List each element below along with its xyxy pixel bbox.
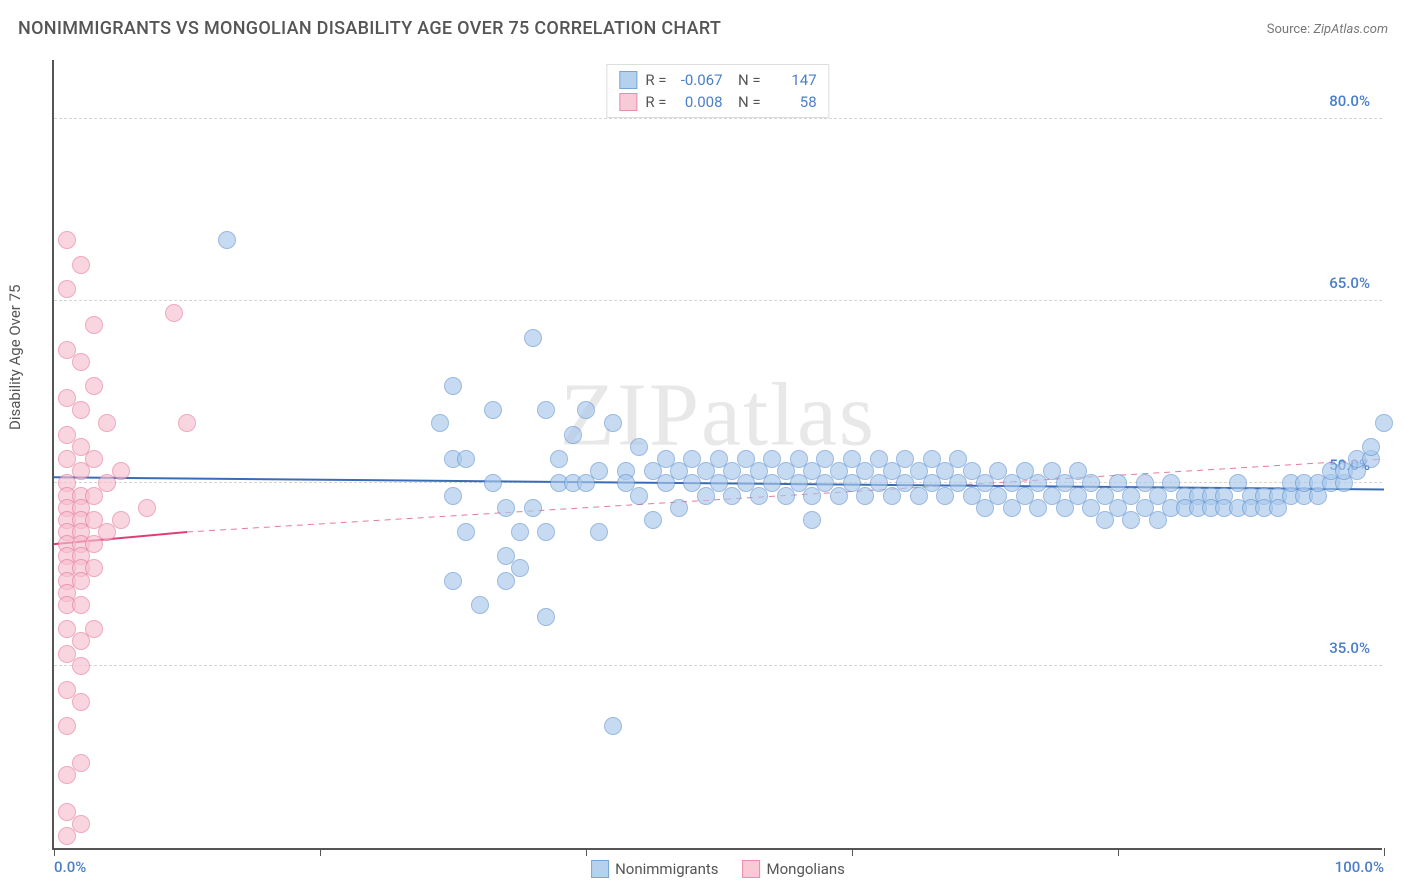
gridline <box>54 118 1382 119</box>
scatter-point-nonimmigrants <box>457 450 475 468</box>
scatter-point-nonimmigrants <box>1362 438 1380 456</box>
stats-r-value: -0.067 <box>675 71 723 89</box>
swatch-mongolians <box>619 93 637 111</box>
scatter-point-mongolians <box>72 596 90 614</box>
legend-label: Nonimmigrants <box>615 860 718 878</box>
xtick-label: 100.0% <box>1335 858 1384 876</box>
stats-r-label: R = <box>645 93 666 111</box>
xtick <box>1384 848 1385 856</box>
scatter-point-nonimmigrants <box>1375 414 1393 432</box>
scatter-point-nonimmigrants <box>431 414 449 432</box>
stats-r-value: 0.008 <box>675 93 723 111</box>
scatter-point-nonimmigrants <box>537 401 555 419</box>
legend-label: Mongolians <box>767 860 845 878</box>
scatter-point-nonimmigrants <box>564 426 582 444</box>
scatter-point-mongolians <box>72 401 90 419</box>
xtick <box>54 848 55 856</box>
scatter-point-mongolians <box>85 450 103 468</box>
legend-item-nonimmigrants: Nonimmigrants <box>591 860 718 878</box>
stats-row-mongolians: R = 0.008 N = 58 <box>619 91 816 113</box>
xtick <box>586 848 587 856</box>
scatter-point-nonimmigrants <box>218 231 236 249</box>
scatter-point-mongolians <box>85 377 103 395</box>
chart-title: NONIMMIGRANTS VS MONGOLIAN DISABILITY AG… <box>18 18 721 39</box>
stats-n-value: 147 <box>769 71 817 89</box>
scatter-point-mongolians <box>85 620 103 638</box>
scatter-point-mongolians <box>72 353 90 371</box>
scatter-point-nonimmigrants <box>590 523 608 541</box>
scatter-point-nonimmigrants <box>444 487 462 505</box>
stats-n-value: 58 <box>769 93 817 111</box>
scatter-point-nonimmigrants <box>444 377 462 395</box>
scatter-point-nonimmigrants <box>630 487 648 505</box>
scatter-point-mongolians <box>85 316 103 334</box>
scatter-point-mongolians <box>58 717 76 735</box>
scatter-point-nonimmigrants <box>471 596 489 614</box>
scatter-plot-area: ZIPatlas R = -0.067 N = 147 R = 0.008 N … <box>52 60 1382 850</box>
source-label: Source: <box>1267 22 1310 37</box>
scatter-point-mongolians <box>72 657 90 675</box>
xtick-label: 0.0% <box>54 858 86 876</box>
scatter-point-mongolians <box>58 280 76 298</box>
scatter-point-nonimmigrants <box>590 462 608 480</box>
ytick-label: 65.0% <box>1329 274 1370 292</box>
scatter-point-mongolians <box>165 304 183 322</box>
stats-r-label: R = <box>645 71 666 89</box>
scatter-point-nonimmigrants <box>604 414 622 432</box>
scatter-point-mongolians <box>112 462 130 480</box>
scatter-point-nonimmigrants <box>511 559 529 577</box>
xtick <box>1118 848 1119 856</box>
scatter-point-nonimmigrants <box>604 717 622 735</box>
gridline <box>54 665 1382 666</box>
gridline <box>54 300 1382 301</box>
scatter-point-nonimmigrants <box>550 450 568 468</box>
scatter-point-nonimmigrants <box>630 438 648 456</box>
stats-n-label: N = <box>731 71 761 89</box>
scatter-point-mongolians <box>72 815 90 833</box>
correlation-stats-box: R = -0.067 N = 147 R = 0.008 N = 58 <box>606 64 829 118</box>
scatter-point-nonimmigrants <box>670 499 688 517</box>
scatter-point-mongolians <box>58 231 76 249</box>
swatch-nonimmigrants <box>591 860 609 878</box>
legend-item-mongolians: Mongolians <box>743 860 845 878</box>
source-attribution: Source: ZipAtlas.com <box>1267 22 1388 37</box>
scatter-point-mongolians <box>72 256 90 274</box>
scatter-point-mongolians <box>112 511 130 529</box>
scatter-point-nonimmigrants <box>484 401 502 419</box>
swatch-nonimmigrants <box>619 71 637 89</box>
scatter-point-mongolians <box>178 414 196 432</box>
scatter-point-nonimmigrants <box>537 608 555 626</box>
scatter-point-mongolians <box>98 414 116 432</box>
bottom-legend: Nonimmigrants Mongolians <box>591 860 845 878</box>
scatter-point-nonimmigrants <box>457 523 475 541</box>
scatter-point-nonimmigrants <box>444 572 462 590</box>
source-value: ZipAtlas.com <box>1313 22 1388 37</box>
ytick-label: 80.0% <box>1329 92 1370 110</box>
stats-n-label: N = <box>731 93 761 111</box>
scatter-point-nonimmigrants <box>537 523 555 541</box>
scatter-point-mongolians <box>138 499 156 517</box>
swatch-mongolians <box>743 860 761 878</box>
scatter-point-nonimmigrants <box>524 329 542 347</box>
scatter-point-nonimmigrants <box>803 511 821 529</box>
scatter-point-nonimmigrants <box>577 401 595 419</box>
stats-row-nonimmigrants: R = -0.067 N = 147 <box>619 69 816 91</box>
y-axis-label: Disability Age Over 75 <box>6 285 24 430</box>
scatter-point-nonimmigrants <box>497 499 515 517</box>
scatter-point-nonimmigrants <box>524 499 542 517</box>
ytick-label: 35.0% <box>1329 639 1370 657</box>
scatter-point-nonimmigrants <box>484 474 502 492</box>
scatter-point-mongolians <box>72 754 90 772</box>
scatter-point-mongolians <box>85 559 103 577</box>
xtick <box>320 848 321 856</box>
scatter-point-nonimmigrants <box>511 523 529 541</box>
xtick <box>852 848 853 856</box>
scatter-point-mongolians <box>72 693 90 711</box>
scatter-point-nonimmigrants <box>644 511 662 529</box>
